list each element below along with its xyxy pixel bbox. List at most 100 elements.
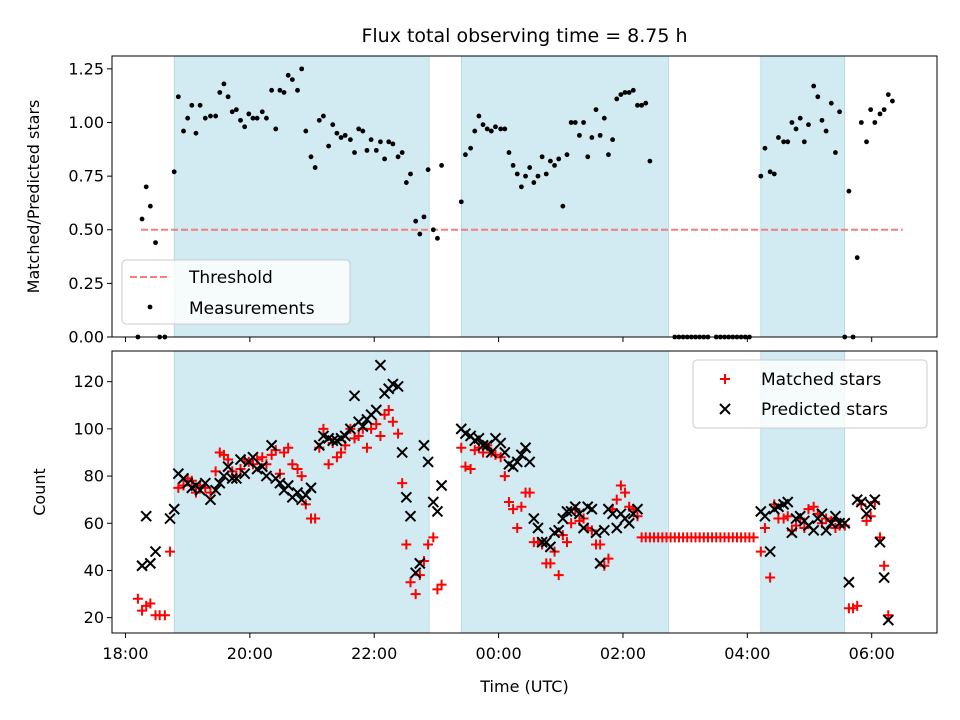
- axes-frame: [111, 55, 938, 338]
- measurement-point-99: [581, 120, 586, 125]
- measurement-point-143: [797, 115, 803, 121]
- predicted-point-77: [499, 446, 511, 459]
- measurement-point-147: [815, 94, 821, 100]
- predicted-point-129: [839, 517, 851, 529]
- measurement-point-160: [872, 120, 878, 125]
- measurement-point-5: [153, 240, 158, 246]
- measurement-point-163: [885, 92, 891, 98]
- measurement-point-48: [347, 137, 353, 143]
- y-tick-label-4: 80: [84, 467, 104, 486]
- matched-point-70: [456, 442, 467, 453]
- legend-measurements-label: Measurements: [189, 299, 315, 319]
- measurement-point-74: [476, 113, 482, 119]
- predicted-point-135: [869, 493, 881, 506]
- measurement-point-144: [801, 139, 807, 145]
- measurement-point-36: [295, 87, 300, 93]
- measurement-point-47: [342, 132, 348, 138]
- measurement-point-138: [776, 135, 781, 140]
- measurement-point-19: [221, 81, 227, 87]
- matched-point-54: [371, 419, 382, 430]
- matched-point-63: [410, 589, 421, 600]
- measurement-point-27: [254, 115, 260, 121]
- matched-point-67: [428, 532, 439, 543]
- measurement-point-136: [767, 169, 773, 175]
- matched-point-104: [599, 560, 610, 571]
- matched-point-153: [808, 501, 819, 512]
- y-axis-label: Count: [30, 468, 49, 516]
- y-axis-label: Matched/Predicted stars: [24, 100, 43, 294]
- predicted-point-34: [291, 486, 304, 499]
- measurement-point-34: [285, 72, 291, 78]
- measurement-point-161: [877, 111, 883, 117]
- legend-predicted-swatch: [719, 403, 731, 415]
- measurement-point-21: [229, 109, 235, 115]
- y-tick-label-6: 120: [73, 372, 104, 391]
- matched-point-65: [418, 556, 429, 567]
- matched-point-141: [755, 546, 766, 557]
- predicted-point-86: [536, 536, 548, 548]
- measurement-point-43: [326, 143, 332, 149]
- matched-point-103: [595, 539, 606, 550]
- matched-point-142: [759, 522, 770, 533]
- y-tick-label-5: 1.00: [68, 113, 104, 132]
- measurement-point-60: [399, 150, 405, 155]
- measurement-point-140: [785, 139, 791, 145]
- predicted-point-56: [392, 380, 404, 393]
- matched-point-169: [879, 560, 890, 571]
- measurement-point-25: [246, 111, 252, 117]
- y-tick-label-1: 20: [84, 608, 104, 627]
- predicted-point-136: [874, 536, 886, 548]
- series-predicted-stars: [136, 359, 894, 626]
- measurement-point-81: [506, 150, 512, 155]
- measurement-point-93: [556, 156, 562, 162]
- measurement-point-86: [527, 165, 533, 170]
- matched-point-108: [615, 480, 626, 491]
- matched-point-93: [553, 570, 564, 581]
- matched-point-42: [318, 423, 329, 434]
- matched-point-10: [178, 480, 189, 491]
- matched-point-4: [145, 598, 156, 609]
- measurement-point-109: [622, 90, 628, 95]
- measurement-point-39: [308, 154, 314, 160]
- legend-box: [692, 359, 928, 429]
- measurement-point-49: [352, 150, 357, 155]
- matched-point-36: [292, 463, 303, 474]
- matched-point-37: [296, 471, 307, 482]
- matched-point-95: [561, 537, 572, 548]
- matched-point-27: [252, 454, 263, 465]
- predicted-point-66: [435, 479, 448, 492]
- predicted-point-36: [300, 489, 312, 501]
- matched-point-151: [799, 522, 810, 533]
- measurement-point-41: [316, 117, 322, 123]
- predicted-point-28: [265, 439, 278, 452]
- measurement-point-35: [289, 77, 295, 82]
- predicted-point-20: [230, 472, 243, 485]
- measurement-point-92: [552, 162, 557, 168]
- x-tick-label-1: 18:00: [102, 644, 148, 663]
- measurement-point-10: [181, 128, 186, 134]
- measurement-point-83: [514, 171, 520, 177]
- predicted-point-130: [843, 576, 855, 588]
- measurement-point-66: [425, 167, 431, 173]
- measurement-point-26: [250, 115, 256, 121]
- measurement-point-29: [264, 115, 269, 121]
- predicted-point-137: [878, 571, 890, 584]
- measurement-point-107: [614, 96, 620, 102]
- predicted-point-51: [370, 404, 382, 416]
- predicted-point-94: [569, 501, 581, 513]
- y-tick-label-2: 0.25: [68, 274, 104, 293]
- measurement-point-44: [330, 122, 336, 128]
- matched-point-52: [361, 442, 372, 453]
- legend-box: [121, 259, 351, 325]
- predicted-point-16: [214, 477, 226, 489]
- measurement-point-142: [793, 126, 799, 132]
- measurement-point-53: [368, 137, 374, 143]
- matched-point-62: [405, 577, 416, 588]
- x-tick-label-7: 06:00: [849, 644, 895, 663]
- predicted-point-80: [511, 456, 523, 468]
- matched-point-152: [803, 504, 814, 515]
- y-tick-label-4: 0.75: [68, 167, 104, 186]
- measurement-point-98: [577, 132, 582, 138]
- measurement-point-20: [225, 94, 231, 100]
- measurement-point-31: [273, 126, 279, 132]
